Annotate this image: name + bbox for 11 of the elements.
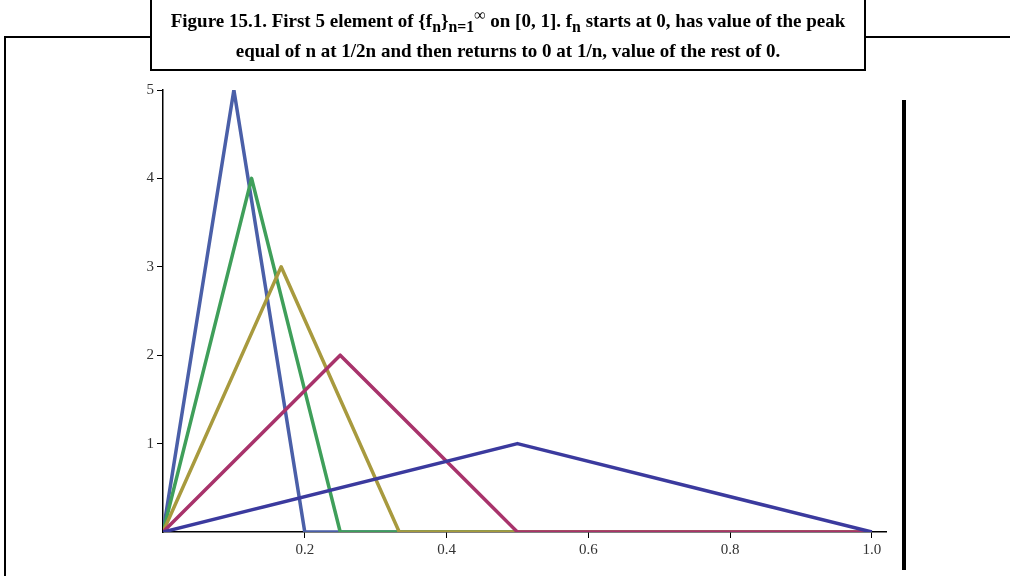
x-tick-label: 1.0 xyxy=(862,540,882,557)
x-tick-label: 0.2 xyxy=(295,540,315,557)
y-tick-label: 3 xyxy=(146,257,154,274)
x-tick-label: 0.4 xyxy=(437,540,457,557)
x-tick-label: 0.8 xyxy=(720,540,740,557)
chart-title: Figure 15.1. First 5 element of {f$_{n}$}$_{n=1}$$^{∞}$ on [0, 1]. f$_{n}$ starts at 0, has value of the peak equal of n at 1/2n and then returns to 0 at 1/n, value of the rest of 0. xyxy=(170,6,846,62)
y-tick-label: 1 xyxy=(146,434,154,451)
x-tick-label: 0.6 xyxy=(578,540,599,557)
y-tick-label: 4 xyxy=(146,169,155,186)
y-tick-label: 2 xyxy=(146,346,154,363)
y-tick-label: 5 xyxy=(146,80,154,97)
